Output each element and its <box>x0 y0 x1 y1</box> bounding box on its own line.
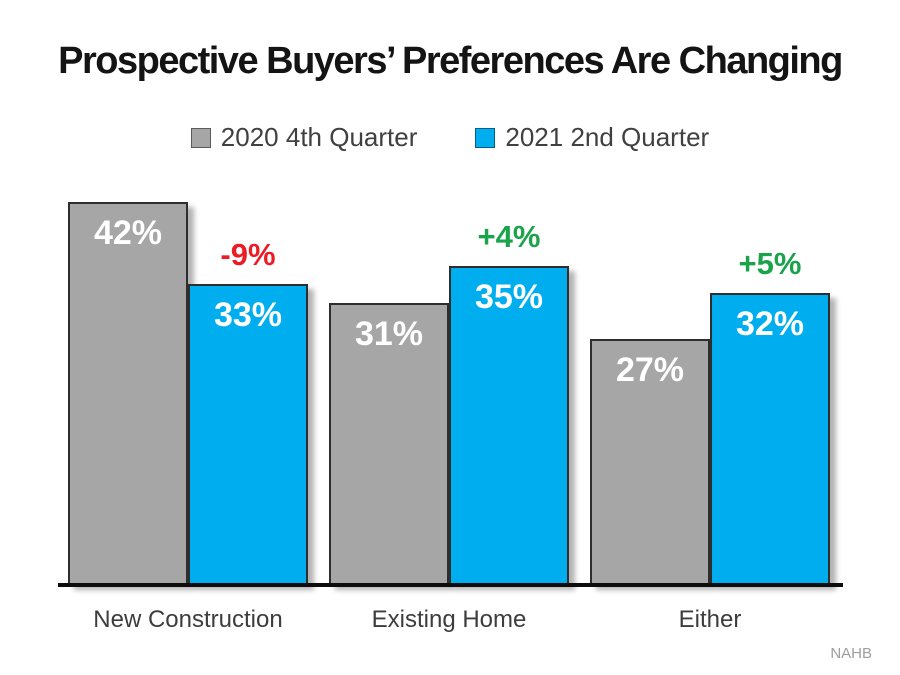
change-label-either: +5% <box>738 246 802 281</box>
bar-value-label: 27% <box>615 351 685 389</box>
bar-2020-4th-quarter-new-construction: 42% <box>68 202 188 585</box>
legend-item-2021-2nd-quarter: 2021 2nd Quarter <box>475 122 709 153</box>
legend-swatch-icon <box>190 127 211 148</box>
legend-label: 2020 4th Quarter <box>220 122 418 152</box>
bar-value-label: 31% <box>354 315 424 353</box>
bar-value-label: 33% <box>213 296 283 334</box>
legend-swatch-icon <box>475 127 496 148</box>
category-label-new-construction: New Construction <box>93 606 283 633</box>
bar-2021-2nd-quarter-new-construction: 33% <box>188 284 308 585</box>
bar-2020-4th-quarter-existing-home: 31% <box>329 303 449 585</box>
bar-value-label: 42% <box>93 214 163 252</box>
bar-2021-2nd-quarter-either: 32% <box>710 293 830 585</box>
legend: 2020 4th Quarter 2021 2nd Quarter <box>0 122 900 153</box>
x-axis-line <box>58 583 843 587</box>
category-label-either: Either <box>678 606 742 633</box>
bar-2020-4th-quarter-either: 27% <box>590 339 710 585</box>
change-label-new-construction: -9% <box>220 237 276 272</box>
legend-label: 2021 2nd Quarter <box>505 122 710 152</box>
bar-2021-2nd-quarter-existing-home: 35% <box>449 266 569 585</box>
change-label-existing-home: +4% <box>477 219 541 254</box>
bar-value-label: 32% <box>735 305 805 343</box>
category-label-existing-home: Existing Home <box>371 606 527 633</box>
bar-value-label: 35% <box>474 278 544 316</box>
legend-item-2020-4th-quarter: 2020 4th Quarter <box>190 122 418 153</box>
chart-title: Prospective Buyers’ Preferences Are Chan… <box>58 40 843 82</box>
source-credit: NAHB <box>830 645 872 662</box>
